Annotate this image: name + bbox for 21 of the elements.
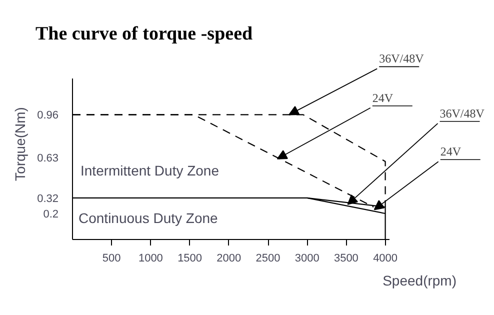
chart-title: The curve of torque -speed — [36, 24, 254, 44]
y-axis-title: Torque(Nm) — [12, 107, 28, 181]
y-tick-label: 0.63 — [37, 152, 59, 165]
x-tick-label: 4000 — [373, 252, 398, 264]
annotation: 24V — [440, 144, 462, 159]
annotation: Intermittent Duty Zone — [80, 162, 220, 179]
x-tick-label: 1000 — [138, 252, 163, 264]
y-tick-label: 0.96 — [37, 110, 59, 122]
x-tick-label: 3500 — [334, 252, 358, 264]
x-tick-label: 500 — [102, 252, 121, 264]
x-tick-label: 2500 — [256, 252, 280, 264]
x-tick-label: 1500 — [178, 252, 202, 264]
annotation: Continuous Duty Zone — [78, 210, 218, 226]
x-tick-label: 2000 — [216, 252, 242, 264]
x-tick-label: 3000 — [294, 252, 320, 264]
y-tick-label: 0.2 — [43, 208, 59, 220]
annotation: 36V/48V — [379, 52, 424, 66]
x-axis-title: Speed(rpm) — [382, 272, 457, 288]
annotation: 36V/48V — [440, 106, 485, 120]
annotation: 24V — [372, 90, 394, 105]
y-tick-label: 0.32 — [37, 192, 59, 205]
